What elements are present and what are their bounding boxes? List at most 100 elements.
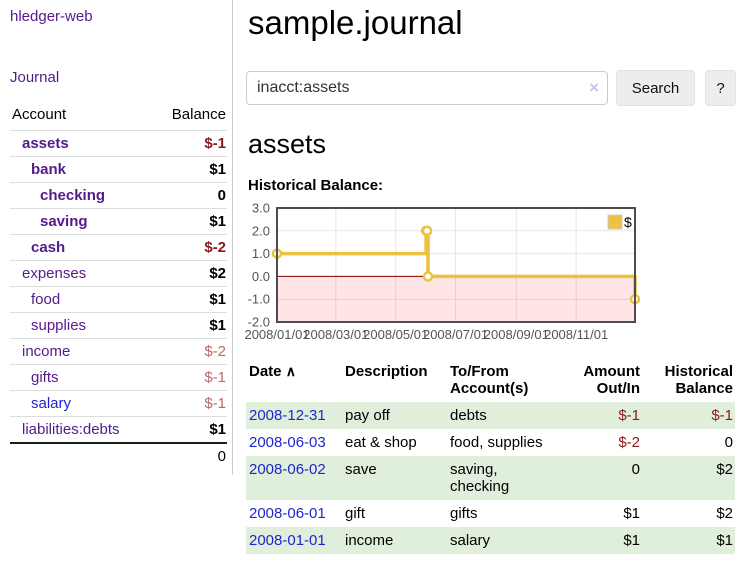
account-row: expenses $2 xyxy=(10,260,227,287)
account-balance: $1 xyxy=(152,208,227,235)
main-content: sample.journal × Search ? assets Histori… xyxy=(244,0,742,554)
accounts-header-row: Account Balance xyxy=(10,103,227,131)
description-cell: eat & shop xyxy=(345,434,417,451)
search-input[interactable] xyxy=(246,71,608,105)
register-header-row: Date ∧ Description To/From Account(s) Am… xyxy=(246,358,735,402)
amount-cell: $1 xyxy=(623,532,640,549)
svg-text:2008/09/01: 2008/09/01 xyxy=(484,327,549,342)
column-header-balance: Historical Balance xyxy=(664,363,733,397)
amount-cell: 0 xyxy=(631,461,640,478)
account-link-food[interactable]: food xyxy=(31,291,61,308)
help-button[interactable]: ? xyxy=(705,70,736,106)
tofrom-cell: salary xyxy=(450,532,491,549)
svg-text:-2.0: -2.0 xyxy=(248,315,270,330)
account-link-income[interactable]: income xyxy=(22,343,71,360)
account-row: income $-2 xyxy=(10,338,227,365)
account-link-gifts[interactable]: gifts xyxy=(31,369,59,386)
account-row: checking 0 xyxy=(10,182,227,209)
description-cell: save xyxy=(345,461,377,478)
balance-cell: $1 xyxy=(716,532,733,549)
balance-cell: $-1 xyxy=(711,407,733,424)
register-table: Date ∧ Description To/From Account(s) Am… xyxy=(246,358,735,554)
amount-cell: $1 xyxy=(623,505,640,522)
search-form: × Search ? xyxy=(246,70,742,106)
accounts-total-row: 0 xyxy=(10,442,227,469)
column-header-amount: Amount Out/In xyxy=(583,363,640,397)
svg-text:2008/01/01: 2008/01/01 xyxy=(244,327,309,342)
sidebar: hledger-web Journal Account Balance asse… xyxy=(0,0,233,475)
transaction-date-link[interactable]: 2008-06-02 xyxy=(249,461,326,478)
account-row: assets $-1 xyxy=(10,130,227,157)
account-balance: $1 xyxy=(152,312,227,339)
description-cell: income xyxy=(345,532,394,549)
svg-text:2008/07/01: 2008/07/01 xyxy=(423,327,488,342)
register-row: 2008-01-01 income salary $1 $1 xyxy=(246,527,735,554)
sort-asc-icon: ∧ xyxy=(285,363,296,379)
account-link-supplies[interactable]: supplies xyxy=(31,317,87,334)
accounts-header-account: Account xyxy=(12,106,67,123)
account-balance: $-1 xyxy=(152,364,227,391)
account-link-assets[interactable]: assets xyxy=(22,135,69,152)
transaction-date-link[interactable]: 2008-06-03 xyxy=(249,434,326,451)
app-title-link[interactable]: hledger-web xyxy=(10,8,93,25)
svg-text:$: $ xyxy=(624,214,632,230)
account-balance: $2 xyxy=(152,260,227,287)
column-header-tofrom: To/From Account(s) xyxy=(450,363,529,397)
description-cell: gift xyxy=(345,505,366,522)
account-link-cash[interactable]: cash xyxy=(31,239,66,256)
account-link-checking[interactable]: checking xyxy=(40,187,106,204)
historical-balance-chart: 3.0 2.0 1.0 0.0 -1.0 -2.0 2008/01/01 2008/03/01… xyxy=(244,200,742,350)
clear-search-icon[interactable]: × xyxy=(589,78,599,97)
account-link-expenses[interactable]: expenses xyxy=(22,265,87,282)
balance-cell: $2 xyxy=(716,461,733,478)
amount-cell: $-2 xyxy=(618,434,640,451)
sidebar-item-journal[interactable]: Journal xyxy=(10,69,60,86)
account-balance: $1 xyxy=(152,286,227,313)
account-row: gifts $-1 xyxy=(10,364,227,391)
account-balance: $-2 xyxy=(152,338,227,365)
transaction-date-link[interactable]: 2008-06-01 xyxy=(249,505,326,522)
tofrom-cell: gifts xyxy=(450,505,478,522)
account-balance: $1 xyxy=(152,416,227,443)
account-heading: assets xyxy=(248,129,327,159)
svg-text:-1.0: -1.0 xyxy=(248,292,270,307)
account-link-bank[interactable]: bank xyxy=(31,161,67,178)
accounts-table: Account Balance assets $-1 bank $1 check… xyxy=(10,103,227,469)
account-link-liabilities-debts[interactable]: liabilities:debts xyxy=(22,421,120,438)
account-row: bank $1 xyxy=(10,156,227,183)
transaction-date-link[interactable]: 2008-12-31 xyxy=(249,407,326,424)
account-balance: $-1 xyxy=(152,130,227,157)
balance-cell: 0 xyxy=(724,434,733,451)
svg-text:2008/05/01: 2008/05/01 xyxy=(363,327,428,342)
account-row: liabilities:debts $1 xyxy=(10,416,227,443)
accounts-header-balance: Balance xyxy=(171,106,226,123)
svg-text:1.0: 1.0 xyxy=(252,246,270,261)
transaction-date-link[interactable]: 2008-01-01 xyxy=(249,532,326,549)
description-cell: pay off xyxy=(345,407,390,424)
column-header-description: Description xyxy=(345,363,428,380)
account-link-salary[interactable]: salary xyxy=(31,395,72,412)
account-row: food $1 xyxy=(10,286,227,313)
page-title: sample.journal xyxy=(248,4,463,41)
account-link-saving[interactable]: saving xyxy=(40,213,88,230)
account-balance: $-2 xyxy=(152,234,227,261)
account-balance: $-1 xyxy=(152,390,227,417)
svg-text:0.0: 0.0 xyxy=(252,269,270,284)
search-button[interactable]: Search xyxy=(616,70,695,106)
svg-text:2008/03/01: 2008/03/01 xyxy=(303,327,368,342)
register-row: 2008-06-02 save saving, checking 0 $2 xyxy=(246,456,735,500)
register-row: 2008-06-01 gift gifts $1 $2 xyxy=(246,500,735,527)
account-row: saving $1 xyxy=(10,208,227,235)
account-row: salary $-1 xyxy=(10,390,227,417)
account-row: cash $-2 xyxy=(10,234,227,261)
account-balance: $1 xyxy=(152,156,227,183)
register-row: 2008-12-31 pay off debts $-1 $-1 xyxy=(246,402,735,429)
chart-svg: 3.0 2.0 1.0 0.0 -1.0 -2.02008/01/012008/03/01… xyxy=(244,201,641,342)
tofrom-cell: saving, checking xyxy=(450,461,510,495)
register-row: 2008-06-03 eat & shop food, supplies $-2… xyxy=(246,429,735,456)
svg-text:2008/11/01: 2008/11/01 xyxy=(544,327,608,342)
amount-cell: $-1 xyxy=(618,407,640,424)
balance-cell: $2 xyxy=(716,505,733,522)
tofrom-cell: debts xyxy=(450,407,487,424)
column-header-date[interactable]: Date ∧ xyxy=(249,363,296,380)
